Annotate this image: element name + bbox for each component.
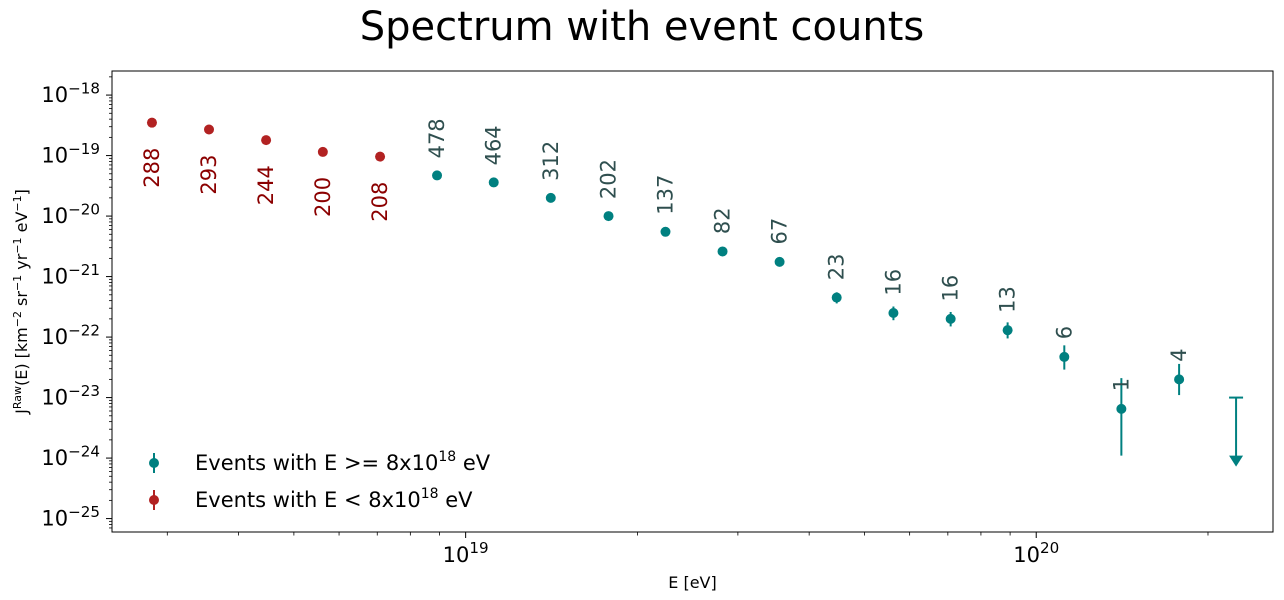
count-label: 293 bbox=[197, 154, 221, 194]
data-point bbox=[375, 151, 386, 162]
y-tick-label: 10−22 bbox=[41, 321, 100, 349]
count-label: 16 bbox=[939, 275, 963, 302]
y-tick-label: 10−25 bbox=[41, 503, 100, 531]
plot-frame bbox=[111, 70, 1274, 533]
count-label: 478 bbox=[425, 118, 449, 158]
y-tick-label: 10−24 bbox=[41, 442, 100, 470]
count-label: 200 bbox=[311, 177, 335, 217]
legend-marker bbox=[149, 495, 159, 505]
y-tick-label: 10−21 bbox=[41, 261, 100, 289]
data-point bbox=[603, 211, 614, 222]
data-point bbox=[488, 177, 499, 188]
y-tick-label: 10−20 bbox=[41, 200, 100, 228]
count-label: 202 bbox=[597, 159, 621, 199]
count-label: 82 bbox=[711, 207, 735, 234]
count-label: 67 bbox=[768, 218, 792, 245]
data-point bbox=[831, 292, 842, 303]
data-point bbox=[945, 313, 956, 324]
data-point bbox=[1002, 325, 1013, 336]
legend-label: Events with E >= 8x1018 eV bbox=[195, 449, 491, 475]
data-point bbox=[317, 146, 328, 157]
data-point bbox=[545, 192, 556, 203]
x-tick-label: 1020 bbox=[1013, 539, 1059, 567]
data-point bbox=[1174, 374, 1185, 385]
count-label: 244 bbox=[254, 165, 278, 205]
data-point bbox=[717, 246, 728, 257]
y-axis-label: JRaw(E) [km−2 sr−1 yr−1 eV−1] bbox=[11, 189, 31, 415]
count-label: 208 bbox=[368, 182, 392, 222]
data-point bbox=[1059, 351, 1070, 362]
x-axis-label: E [eV] bbox=[668, 573, 716, 592]
x-tick-label: 1019 bbox=[443, 539, 489, 567]
y-tick-label: 10−18 bbox=[41, 79, 100, 107]
data-point bbox=[660, 226, 671, 237]
count-label: 1 bbox=[1109, 378, 1133, 391]
data-point bbox=[1116, 403, 1127, 414]
count-label: 13 bbox=[996, 286, 1020, 313]
y-tick-label: 10−19 bbox=[41, 140, 100, 168]
count-label: 23 bbox=[825, 253, 849, 280]
data-point bbox=[204, 124, 215, 135]
count-label: 288 bbox=[140, 148, 164, 188]
data-point bbox=[432, 170, 443, 181]
upper-limit-arrow bbox=[1229, 455, 1244, 467]
count-label: 137 bbox=[653, 175, 677, 215]
axes: 10−25 10−24 10−23 10−22 10−21 10−20 10−19 10−18… bbox=[11, 70, 1274, 592]
y-tick-label: 10−23 bbox=[41, 382, 100, 410]
data-point bbox=[146, 117, 157, 128]
data-point bbox=[774, 256, 785, 267]
count-label: 6 bbox=[1052, 326, 1076, 339]
count-label: 312 bbox=[539, 141, 563, 181]
count-label: 4 bbox=[1167, 348, 1191, 361]
count-label: 464 bbox=[482, 125, 506, 165]
legend: Events with E >= 8x1018 eV Events with E … bbox=[149, 449, 491, 512]
count-label: 16 bbox=[881, 269, 905, 296]
chart-title: Spectrum with event counts bbox=[359, 4, 925, 50]
legend-label: Events with E < 8x1018 eV bbox=[195, 486, 473, 512]
legend-marker bbox=[149, 458, 159, 468]
data-point bbox=[261, 135, 272, 146]
data-point bbox=[888, 308, 899, 319]
